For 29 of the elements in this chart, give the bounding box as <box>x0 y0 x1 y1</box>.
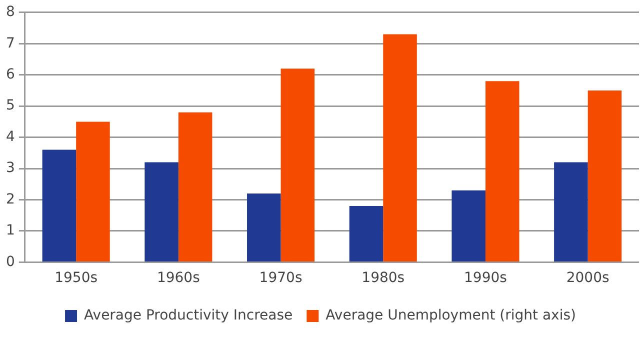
x-tick-label: 2000s <box>566 270 610 286</box>
bar <box>588 90 622 262</box>
y-tick-label: 8 <box>6 4 15 20</box>
x-tick-label: 1970s <box>259 270 302 286</box>
legend-label: Average Unemployment (right axis) <box>326 308 576 324</box>
x-tick-label: 1990s <box>464 270 507 286</box>
y-tick-label: 3 <box>6 160 15 176</box>
x-tick-label: 1950s <box>54 270 98 286</box>
legend-label: Average Productivity Increase <box>84 308 293 324</box>
bar <box>144 162 178 262</box>
bar <box>452 190 486 262</box>
bar <box>42 150 76 262</box>
y-tick-label: 5 <box>6 98 15 114</box>
bar <box>349 206 384 262</box>
x-tick-label: 1960s <box>156 270 200 286</box>
bar <box>280 68 315 262</box>
bar <box>554 162 588 262</box>
y-tick-label: 7 <box>6 35 15 52</box>
bar <box>485 81 520 262</box>
y-tick-label: 0 <box>6 254 15 270</box>
bar <box>178 112 212 262</box>
y-tick-label: 1 <box>6 222 15 239</box>
bar <box>383 34 417 262</box>
x-tick-label: 1980s <box>362 270 405 286</box>
y-tick-label: 2 <box>6 191 15 208</box>
bar <box>76 122 110 262</box>
bar <box>247 194 281 262</box>
y-tick-label: 6 <box>6 66 15 82</box>
y-tick-label: 4 <box>6 128 15 145</box>
